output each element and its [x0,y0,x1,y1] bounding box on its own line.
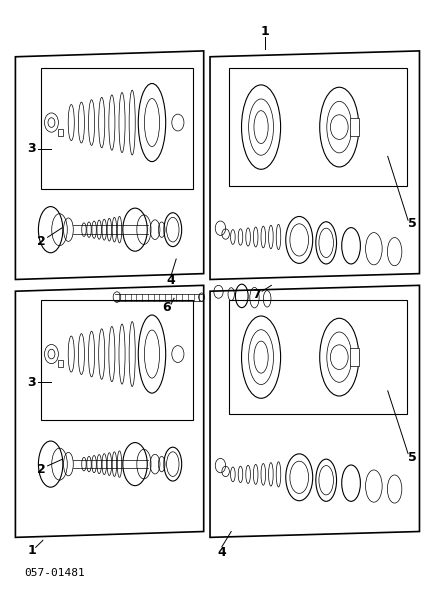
Text: 2: 2 [37,235,46,248]
Text: 7: 7 [252,287,261,301]
Bar [58,128,63,136]
Polygon shape [229,68,407,186]
Text: 6: 6 [163,301,171,314]
Text: 057-01481: 057-01481 [24,568,85,578]
Polygon shape [41,300,193,420]
Bar [350,118,359,136]
Polygon shape [229,300,407,414]
Text: 1: 1 [260,25,270,38]
Text: 3: 3 [27,376,36,389]
Text: 4: 4 [218,545,226,559]
Text: 5: 5 [408,451,416,464]
Text: 1: 1 [27,544,36,557]
Text: 5: 5 [408,217,416,230]
Text: 4: 4 [167,274,176,287]
Text: 2: 2 [37,463,46,476]
Text: 3: 3 [27,142,36,155]
Polygon shape [41,68,193,188]
Bar [350,348,359,366]
Bar [58,360,63,367]
